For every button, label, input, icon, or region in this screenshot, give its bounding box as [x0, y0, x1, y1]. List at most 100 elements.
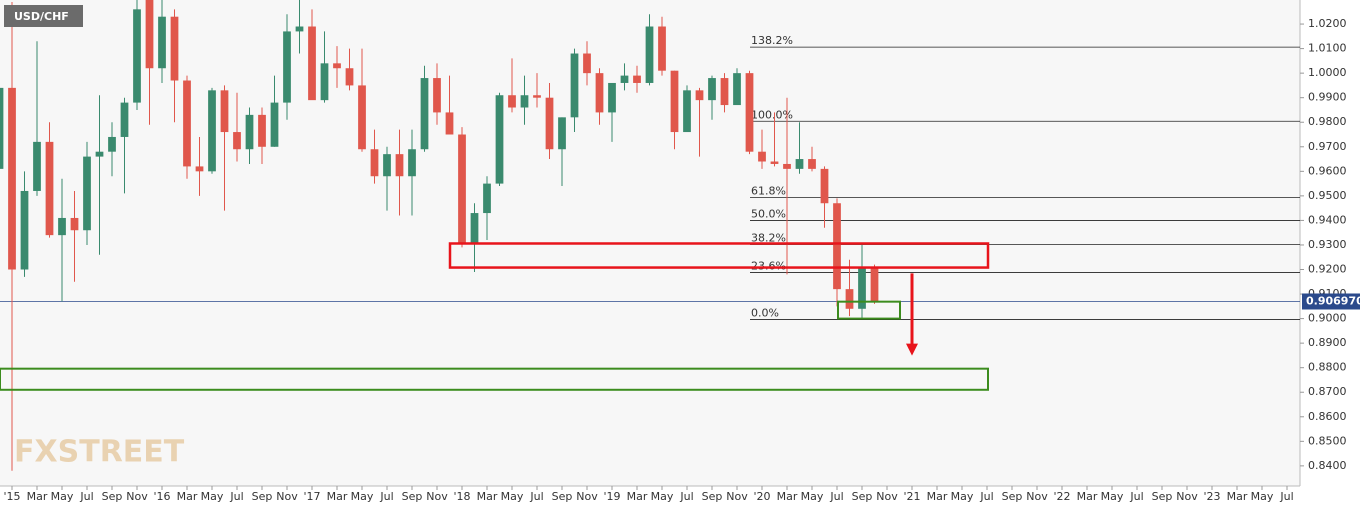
y-tick-label: 1.0000 [1308, 66, 1347, 79]
x-tick-label: May [501, 490, 524, 503]
candle-body [395, 154, 404, 177]
zone-box [448, 242, 990, 269]
x-tick-label: '20 [753, 490, 770, 503]
candle-body [570, 53, 579, 118]
last-price-box [1302, 293, 1360, 310]
y-tick-label: 0.9200 [1308, 263, 1347, 276]
watermark-group: FXSTREET [14, 435, 185, 470]
x-tick-label: Jul [229, 490, 243, 503]
x-tick-label: Nov [576, 490, 598, 503]
candle-body [495, 95, 504, 184]
candle-body [420, 78, 429, 150]
y-tick-label: 0.9000 [1308, 312, 1347, 325]
candle-body [120, 102, 129, 137]
y-tick-label: 0.9300 [1308, 238, 1347, 251]
x-tick-label: Nov [426, 490, 448, 503]
candle-body [333, 63, 341, 69]
x-tick-label: May [201, 490, 224, 503]
candle-body [845, 289, 854, 309]
x-tick-label: May [351, 490, 374, 503]
x-tick-label: Mar [927, 490, 948, 503]
title-box [4, 5, 83, 27]
x-tick-label: Jul [529, 490, 543, 503]
candle-body [295, 26, 304, 32]
x-tick-label: May [651, 490, 674, 503]
arrow-head [906, 343, 918, 356]
candle-body [170, 16, 179, 81]
x-tick-label: '21 [903, 490, 920, 503]
candle-body [745, 73, 754, 152]
y-tick-label: 0.8700 [1308, 385, 1347, 398]
x-tick-label: Sep [1152, 490, 1173, 503]
x-tick-label: Sep [402, 490, 423, 503]
candle-body [445, 112, 454, 135]
candle-body [320, 63, 329, 101]
candle-body [358, 85, 366, 150]
candle-body [108, 136, 116, 152]
candle-body [45, 141, 54, 236]
x-tick-label: Mar [327, 490, 348, 503]
x-tick-label: Jul [79, 490, 93, 503]
candle-body [533, 95, 541, 98]
candle-body [583, 53, 591, 74]
candle-body [545, 97, 554, 150]
candle-body [695, 90, 704, 101]
candle-body [733, 73, 741, 106]
candle-body [133, 9, 141, 103]
y-tick-label: 0.9800 [1308, 115, 1347, 128]
fib-label: 38.2% [751, 231, 786, 244]
candle-body [620, 75, 629, 83]
candle-body [670, 70, 679, 133]
candle-body [8, 87, 16, 270]
x-tick-label: Mar [477, 490, 498, 503]
y-tick-label: 0.8600 [1308, 410, 1347, 423]
candle-body [370, 149, 379, 177]
x-tick-label: '15 [3, 490, 20, 503]
candle-body [270, 102, 279, 147]
x-tick-label: '18 [453, 490, 470, 503]
x-tick-label: Nov [126, 490, 148, 503]
candle-body [383, 154, 391, 177]
candle-body [183, 80, 191, 167]
y-tick-label: 0.9900 [1308, 91, 1347, 104]
candle-body [408, 149, 416, 177]
candle-body [158, 16, 166, 69]
candle-body [483, 183, 491, 214]
y-tick-label: 0.9500 [1308, 189, 1347, 202]
candle-body [283, 31, 291, 103]
x-tick-label: '22 [1053, 490, 1070, 503]
watermark: FXSTREET [14, 435, 185, 470]
candle-body [520, 95, 529, 108]
candle-body [658, 26, 666, 71]
fib-label: 61.8% [751, 184, 786, 197]
x-tick-label: Sep [852, 490, 873, 503]
candle-body [95, 151, 104, 157]
x-tick-label: '19 [603, 490, 620, 503]
x-tick-label: May [1101, 490, 1124, 503]
candle-body [145, 0, 154, 69]
fib-label: 138.2% [751, 34, 793, 47]
candle-body [220, 90, 229, 133]
candle-body [770, 161, 779, 164]
x-tick-label: Nov [876, 490, 898, 503]
x-tick-label: Nov [1176, 490, 1198, 503]
x-tick-label: Mar [1077, 490, 1098, 503]
candle-body [558, 117, 566, 150]
candle-body [608, 82, 616, 113]
candle-body [820, 168, 829, 204]
x-tick-label: May [951, 490, 974, 503]
y-tick-label: 0.9600 [1308, 164, 1347, 177]
x-tick-label: Jul [1129, 490, 1143, 503]
candle-body [708, 78, 716, 101]
x-tick-label: Nov [276, 490, 298, 503]
x-tick-label: Jul [679, 490, 693, 503]
y-tick-label: 0.8500 [1308, 434, 1347, 447]
x-tick-label: '23 [1203, 490, 1220, 503]
x-tick-label: Mar [1227, 490, 1248, 503]
candle-body [783, 163, 791, 169]
candle-body [208, 90, 216, 172]
candle-body [645, 26, 654, 83]
candle-body [720, 78, 729, 106]
y-tick-label: 0.9400 [1308, 213, 1347, 226]
